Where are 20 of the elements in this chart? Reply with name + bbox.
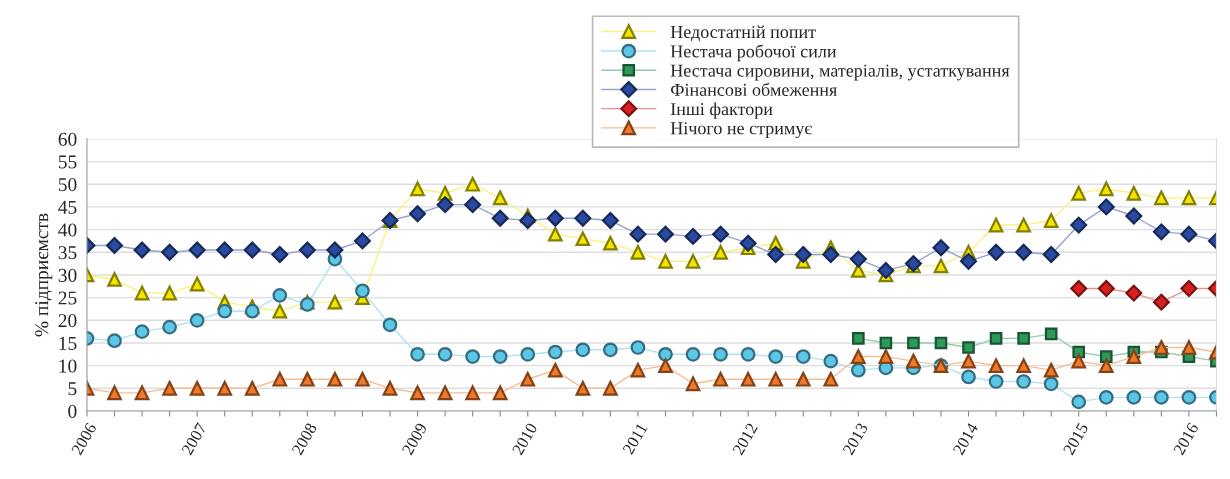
legend-label: Фінансові обмеження: [670, 82, 837, 96]
y-tick-label: 45: [58, 200, 77, 214]
legend-label: Нестача сировини, матеріалів, устаткування: [670, 64, 1010, 81]
y-tick-label: 30: [58, 268, 77, 282]
y-tick-label: 60: [58, 132, 77, 146]
y-axis-title: % підприємств: [35, 213, 53, 337]
y-tick-label: 5: [68, 382, 77, 396]
y-tick-label: 35: [58, 246, 77, 260]
legend-label: Нестача робочої сили: [670, 44, 837, 62]
y-tick-label: 55: [58, 155, 77, 169]
y-tick-label: 0: [68, 404, 77, 418]
y-tick-label: 25: [58, 291, 77, 305]
y-tick-label: 50: [58, 178, 77, 192]
y-tick-label: 20: [58, 314, 77, 328]
y-tick-label: 10: [59, 359, 77, 373]
legend-label: Нічого не стримує: [670, 122, 812, 139]
y-tick-label: 40: [58, 223, 77, 237]
y-tick-label: 15: [59, 336, 77, 350]
legend-label: Недостатній попит: [670, 25, 816, 42]
legend-label: Інші фактори: [670, 102, 773, 119]
